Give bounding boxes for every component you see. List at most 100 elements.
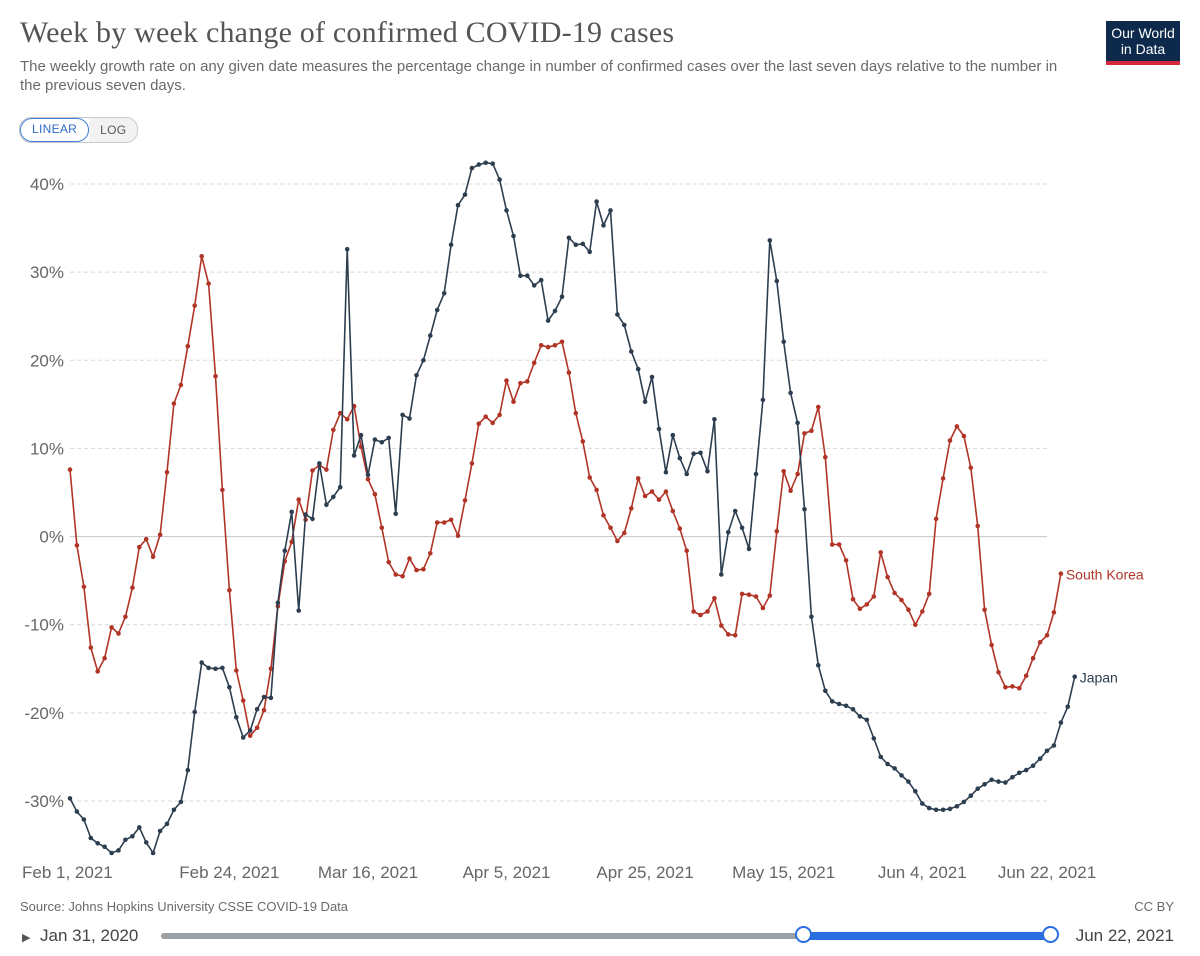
timeline-track[interactable]	[161, 933, 1051, 939]
play-triangle-icon[interactable]: ▶	[22, 932, 31, 944]
data-point-japan	[545, 318, 551, 323]
log-scale-button[interactable]: LOG	[89, 118, 138, 142]
data-point-japan	[836, 701, 842, 707]
data-point-japan	[268, 695, 274, 701]
data-point-japan	[746, 546, 752, 552]
data-point-japan	[788, 390, 793, 396]
data-point-south-korea	[1037, 640, 1043, 645]
data-point-japan	[254, 707, 260, 712]
data-point-japan	[130, 834, 135, 839]
data-point-south-korea	[642, 493, 648, 499]
linear-scale-button[interactable]: LINEAR	[20, 118, 90, 142]
data-point-japan	[150, 850, 156, 856]
data-point-japan	[871, 736, 877, 741]
data-point-south-korea	[428, 551, 433, 556]
data-point-japan	[393, 511, 399, 516]
data-point-japan	[95, 841, 100, 846]
timeline-selected-range[interactable]	[802, 932, 1051, 940]
data-point-south-korea	[816, 404, 821, 410]
data-point-south-korea	[331, 427, 336, 433]
data-point-south-korea	[1030, 655, 1036, 661]
data-point-south-korea	[899, 597, 904, 603]
data-point-south-korea	[739, 591, 745, 597]
data-point-south-korea	[268, 666, 274, 672]
data-point-south-korea	[261, 707, 267, 713]
data-point-japan	[663, 469, 669, 475]
data-point-south-korea	[178, 382, 184, 388]
data-point-south-korea	[788, 488, 793, 494]
data-point-south-korea	[220, 487, 225, 493]
data-point-south-korea	[407, 556, 412, 561]
data-point-south-korea	[372, 492, 378, 497]
data-point-south-korea	[760, 605, 766, 611]
data-point-south-korea	[143, 536, 149, 542]
data-point-japan	[594, 199, 599, 204]
y-tick-label: 10%	[30, 439, 64, 458]
data-point-south-korea	[525, 379, 530, 384]
data-point-japan	[677, 455, 683, 461]
data-point-japan	[164, 821, 170, 827]
data-point-japan	[227, 685, 232, 690]
data-point-south-korea	[857, 606, 863, 612]
data-point-japan	[552, 308, 558, 314]
data-point-south-korea	[774, 529, 780, 534]
our-world-in-data-logo[interactable]: Our World in Data	[1106, 21, 1180, 65]
data-point-south-korea	[1044, 633, 1050, 638]
data-point-south-korea	[698, 612, 703, 618]
timeline-end-handle[interactable]	[1042, 926, 1059, 943]
data-point-south-korea	[504, 378, 509, 383]
data-point-south-korea	[753, 594, 759, 599]
data-point-south-korea	[310, 468, 315, 473]
data-point-japan	[469, 165, 475, 171]
data-point-south-korea	[240, 698, 246, 703]
x-tick-label: Feb 24, 2021	[179, 863, 279, 882]
scale-toggle: LINEAR LOG	[19, 117, 139, 143]
data-point-japan	[344, 246, 350, 252]
data-point-south-korea	[1023, 673, 1029, 679]
data-point-south-korea	[386, 559, 392, 565]
data-point-japan	[732, 508, 738, 514]
data-point-japan	[379, 440, 385, 445]
data-point-japan	[629, 349, 634, 354]
data-point-japan	[954, 804, 960, 809]
series-end-label-south-korea: South Korea	[1066, 567, 1144, 583]
timeline-slider: ▶ Jan 31, 2020 Jun 22, 2021	[20, 922, 1180, 950]
data-point-south-korea	[227, 588, 232, 593]
data-point-japan	[1065, 704, 1071, 709]
data-point-south-korea	[829, 542, 835, 547]
data-point-japan	[303, 512, 308, 517]
data-point-japan	[310, 516, 315, 522]
timeline-start-handle[interactable]	[794, 926, 812, 943]
data-point-japan	[213, 666, 218, 672]
data-point-japan	[490, 161, 496, 166]
y-tick-label: 0%	[39, 528, 64, 547]
data-point-japan	[331, 494, 336, 500]
data-point-south-korea	[441, 520, 447, 525]
data-point-south-korea	[130, 585, 135, 590]
data-point-japan	[434, 307, 440, 313]
data-point-south-korea	[878, 550, 883, 555]
data-point-south-korea	[213, 373, 218, 379]
data-point-japan	[386, 435, 392, 441]
data-point-south-korea	[781, 469, 786, 474]
data-point-south-korea	[344, 417, 350, 422]
data-point-japan	[705, 469, 710, 474]
data-point-south-korea	[434, 520, 440, 525]
data-point-south-korea	[850, 596, 856, 602]
data-point-japan	[531, 283, 537, 288]
data-point-japan	[774, 278, 780, 284]
data-point-japan	[996, 779, 1001, 784]
data-point-south-korea	[954, 424, 960, 429]
source-note[interactable]: Source: Johns Hopkins University CSSE CO…	[20, 899, 349, 914]
data-point-south-korea	[843, 558, 849, 563]
data-point-japan	[829, 699, 835, 704]
data-point-south-korea	[164, 469, 170, 475]
data-point-japan	[538, 277, 544, 283]
license-link[interactable]: CC BY	[1134, 899, 1174, 914]
data-point-south-korea	[968, 465, 974, 471]
data-point-south-korea	[594, 487, 599, 493]
data-point-japan	[178, 799, 184, 805]
data-point-japan	[476, 162, 482, 167]
data-point-japan	[878, 754, 883, 760]
y-tick-label: 20%	[30, 351, 64, 370]
